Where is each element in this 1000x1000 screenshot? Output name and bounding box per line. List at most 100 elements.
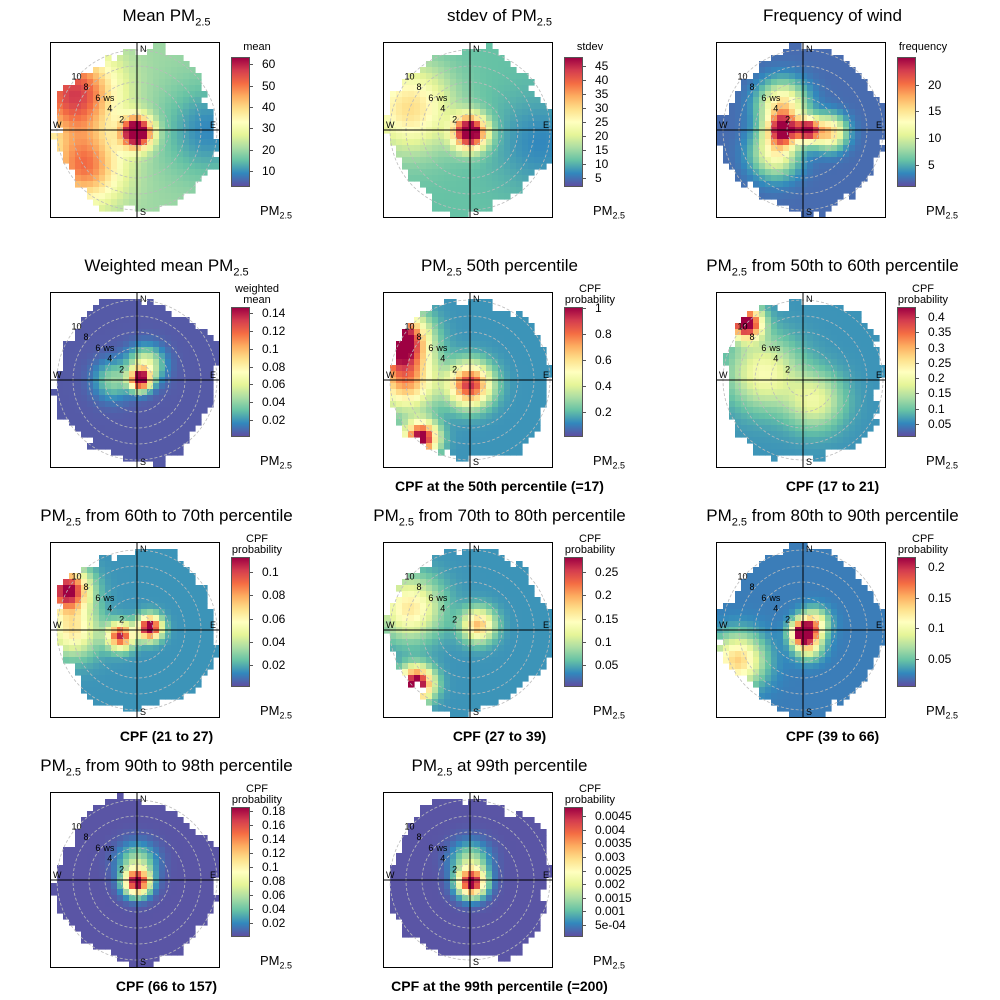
- heat-cell: [426, 85, 433, 92]
- heat-cell: [81, 597, 88, 604]
- heat-cell: [765, 163, 772, 170]
- heat-cell: [123, 675, 130, 682]
- heat-cell: [159, 413, 166, 420]
- heat-cell: [849, 443, 856, 450]
- heat-cell: [57, 621, 64, 628]
- heat-cell: [795, 425, 802, 432]
- heat-cell: [819, 353, 826, 360]
- heat-cell: [741, 579, 748, 586]
- heat-cell: [504, 579, 511, 586]
- heat-cell: [444, 431, 451, 438]
- heat-cell: [195, 669, 202, 676]
- heat-cell: [147, 675, 154, 682]
- heat-cell: [516, 443, 523, 450]
- heat-cell: [480, 181, 487, 188]
- heat-cell: [861, 329, 868, 336]
- colorbar-tick-mark: [249, 348, 253, 350]
- heat-cell: [165, 449, 172, 456]
- heat-cell: [741, 317, 748, 324]
- heat-cell: [444, 609, 451, 616]
- heat-cell: [135, 573, 142, 580]
- heat-cell: [831, 573, 838, 580]
- heat-cell: [795, 61, 802, 68]
- heat-cell: [201, 359, 208, 366]
- heat-cell: [123, 681, 130, 688]
- heat-cell: [480, 639, 487, 646]
- heat-cell: [801, 157, 808, 164]
- heat-cell: [111, 669, 118, 676]
- heat-cell: [57, 121, 64, 128]
- heat-cell: [432, 151, 439, 158]
- heat-cell: [402, 597, 409, 604]
- heat-cell: [81, 133, 88, 140]
- heat-cell: [723, 121, 730, 128]
- heat-cell: [801, 199, 808, 206]
- heat-cell: [147, 133, 154, 140]
- colorbar-tick-mark: [582, 66, 586, 68]
- heat-cell: [147, 311, 154, 318]
- heat-cell: [444, 205, 451, 212]
- heat-cell: [771, 181, 778, 188]
- heat-cell: [450, 305, 457, 312]
- heat-cell: [534, 657, 541, 664]
- heat-cell: [492, 121, 499, 128]
- heat-cell: [87, 103, 94, 110]
- heat-cell: [474, 425, 481, 432]
- heat-cell: [183, 597, 190, 604]
- heat-cell: [843, 365, 850, 372]
- heat-cell: [111, 693, 118, 700]
- heat-cell: [99, 175, 106, 182]
- heat-cell: [135, 97, 142, 104]
- heat-cell: [189, 639, 196, 646]
- heat-cell: [783, 549, 790, 556]
- heat-cell: [111, 419, 118, 426]
- heat-cell: [456, 705, 463, 712]
- heat-cell: [771, 151, 778, 158]
- heat-cell: [450, 675, 457, 682]
- heat-cell: [771, 121, 778, 128]
- heat-cell: [87, 603, 94, 610]
- heat-cell: [183, 383, 190, 390]
- heat-cell: [105, 193, 112, 200]
- heat-cell: [135, 359, 142, 366]
- heat-cell: [873, 121, 880, 128]
- heat-cell: [468, 555, 475, 562]
- heat-cell: [129, 115, 136, 122]
- heat-cell: [105, 443, 112, 450]
- heat-cell: [93, 425, 100, 432]
- heat-cell: [873, 353, 880, 360]
- heat-cell: [165, 151, 172, 158]
- heat-cell: [831, 97, 838, 104]
- colorbar-tick-label: 25: [595, 115, 609, 129]
- heat-cell: [807, 91, 814, 98]
- heat-cell: [879, 103, 885, 110]
- heat-cell: [837, 85, 844, 92]
- heat-cell: [807, 395, 814, 402]
- heat-cell: [75, 139, 82, 146]
- heat-cell: [795, 597, 802, 604]
- heat-cell: [819, 67, 826, 74]
- heat-cell: [480, 139, 487, 146]
- heat-cell: [135, 353, 142, 360]
- heat-cell: [117, 633, 124, 640]
- heat-cell: [408, 341, 415, 348]
- heat-cell: [474, 329, 481, 336]
- heat-cell: [777, 55, 784, 62]
- heat-cell: [123, 323, 130, 330]
- heat-cell: [747, 335, 754, 342]
- heat-cell: [462, 175, 469, 182]
- heat-cell: [201, 615, 208, 622]
- heat-cell: [99, 591, 106, 598]
- heat-cell: [849, 341, 856, 348]
- heat-cell: [546, 157, 552, 164]
- heat-cell: [450, 567, 457, 574]
- heat-cell: [93, 675, 100, 682]
- heat-cell: [420, 383, 427, 390]
- heat-cell: [462, 687, 469, 694]
- heat-cell: [105, 67, 112, 74]
- heat-cell: [141, 651, 148, 658]
- heat-cell: [177, 437, 184, 444]
- heat-cell: [63, 353, 70, 360]
- heat-cell: [93, 353, 100, 360]
- heat-cell: [123, 585, 130, 592]
